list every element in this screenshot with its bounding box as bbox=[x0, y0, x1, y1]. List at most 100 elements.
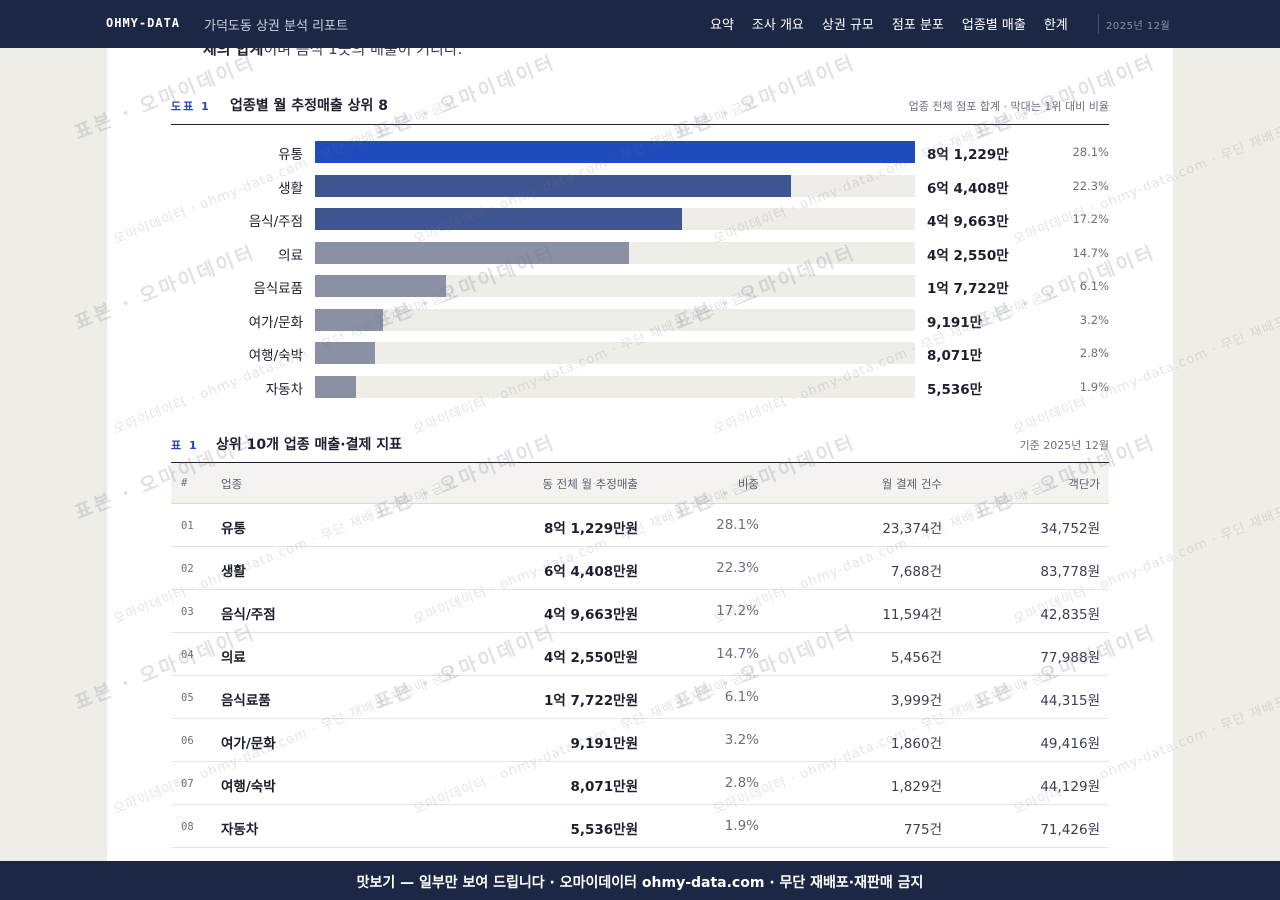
bar-category-label: 의료 bbox=[278, 247, 303, 264]
table-row: 04 의료 4억 2,550만원 14.7% 5,456건 77,988원 bbox=[171, 633, 1109, 676]
bar-share-label: 22.3% bbox=[1072, 178, 1109, 193]
rank-cell: 01 bbox=[181, 520, 194, 532]
rank-cell: 08 bbox=[181, 821, 194, 833]
table-row: 01 유통 8억 1,229만원 28.1% 23,374건 34,752원 bbox=[171, 504, 1109, 547]
bar-track bbox=[315, 241, 915, 264]
report-page: 체의 합계이며 음식 1곳의 매출이 커디다. 도표 1 업종별 월 추정매출 … bbox=[107, 48, 1173, 861]
nav-item-summary[interactable]: 요약 bbox=[710, 18, 734, 33]
col-header-rank: # bbox=[181, 477, 188, 489]
bar bbox=[315, 208, 682, 230]
bar-track bbox=[315, 174, 915, 197]
col-header-category: 업종 bbox=[221, 477, 243, 491]
bar-category-label: 유통 bbox=[278, 147, 303, 163]
nav-item-market-size[interactable]: 상권 규모 bbox=[821, 18, 874, 33]
bar bbox=[315, 375, 356, 398]
category-cell: 유통 bbox=[221, 521, 246, 537]
category-cell: 음식/주점 bbox=[221, 607, 276, 623]
bar-value-label: 1억 7,722만 bbox=[927, 281, 1009, 297]
bar-category-label: 생활 bbox=[278, 180, 303, 197]
rank-cell: 02 bbox=[181, 563, 194, 575]
table-row: 07 여행/숙박 8,071만원 2.8% 1,829건 44,129원 bbox=[171, 762, 1109, 805]
bar-value-label: 6억 4,408만 bbox=[927, 180, 1009, 197]
bar-category-label: 여행/숙박 bbox=[248, 348, 303, 364]
transactions-cell: 1,860건 bbox=[890, 736, 942, 752]
bar-category-label: 자동차 bbox=[265, 381, 303, 398]
bar-track bbox=[315, 342, 915, 364]
rank-cell: 04 bbox=[181, 649, 194, 661]
rank-cell: 07 bbox=[181, 778, 194, 790]
monthly-sales-cell: 9,191만원 bbox=[570, 736, 638, 752]
monthly-sales-cell: 1억 7,722만원 bbox=[543, 693, 638, 709]
avg-ticket-cell: 44,129원 bbox=[1040, 779, 1100, 795]
bar bbox=[315, 174, 791, 197]
banner-text: 맛보기 — 일부만 보여 드립니다 · 오마이데이터 ohmy-data.com… bbox=[356, 875, 924, 891]
report-title: 가덕도동 상권 분석 리포트 bbox=[204, 19, 348, 34]
bar-value-label: 8,071만 bbox=[927, 348, 983, 364]
transactions-cell: 7,688건 bbox=[890, 564, 942, 580]
monthly-sales-cell: 4억 9,663만원 bbox=[543, 607, 638, 623]
share-cell: 2.8% bbox=[724, 775, 759, 791]
table-note: 기준 2025년 12월 bbox=[1019, 439, 1109, 452]
monthly-sales-cell: 8억 1,229만원 bbox=[543, 521, 638, 537]
share-cell: 6.1% bbox=[724, 689, 759, 705]
bar bbox=[315, 342, 375, 364]
brand-logo[interactable]: OHMY-DATA bbox=[106, 16, 181, 30]
share-cell: 17.2% bbox=[716, 603, 759, 619]
avg-ticket-cell: 44,315원 bbox=[1040, 693, 1100, 709]
avg-ticket-cell: 34,752원 bbox=[1040, 521, 1100, 537]
table-row: 02 생활 6억 4,408만원 22.3% 7,688건 83,778원 bbox=[171, 547, 1109, 590]
table-row: 08 자동차 5,536만원 1.9% 775건 71,426원 bbox=[171, 805, 1109, 848]
transactions-cell: 775건 bbox=[903, 822, 942, 838]
bar bbox=[315, 275, 446, 297]
top-nav-bar: OHMY-DATA 가덕도동 상권 분석 리포트 요약 조사 개요 상권 규모 … bbox=[0, 0, 1280, 48]
bar-row: 유통 8억 1,229만 28.1% bbox=[171, 140, 1109, 164]
monthly-sales-cell: 8,071만원 bbox=[570, 779, 638, 795]
bar-track bbox=[315, 141, 915, 163]
table-body: 01 유통 8억 1,229만원 28.1% 23,374건 34,752원 02 생활 6억 … bbox=[171, 504, 1109, 848]
bar-share-label: 2.8% bbox=[1079, 346, 1109, 360]
avg-ticket-cell: 77,988원 bbox=[1040, 650, 1100, 666]
share-cell: 22.3% bbox=[716, 560, 759, 576]
bar-row: 의료 4억 2,550만 14.7% bbox=[171, 241, 1109, 265]
intro-text: 이며 음식 1곳의 매출이 커디다. bbox=[263, 48, 463, 58]
share-cell: 3.2% bbox=[724, 732, 759, 748]
bar-row: 여가/문화 9,191만 3.2% bbox=[171, 308, 1109, 332]
report-date: 2025년 12월 bbox=[1106, 21, 1171, 32]
bar-row: 자동차 5,536만 1.9% bbox=[171, 375, 1109, 399]
intro-paragraph: 체의 합계이며 음식 1곳의 매출이 커디다. bbox=[203, 48, 462, 59]
share-cell: 1.9% bbox=[724, 818, 759, 834]
transactions-cell: 23,374건 bbox=[882, 521, 942, 537]
nav-item-limitations[interactable]: 한계 bbox=[1043, 18, 1068, 33]
bar bbox=[315, 141, 915, 163]
bar-row: 음식/주점 4억 9,663만 17.2% bbox=[171, 207, 1109, 231]
figure-title: 업종별 월 추정매출 상위 8 bbox=[230, 98, 389, 114]
nav-item-sales-by-category[interactable]: 업종별 매출 bbox=[961, 18, 1026, 33]
transactions-cell: 1,829건 bbox=[890, 779, 942, 795]
bar-row: 음식료품 1억 7,722만 6.1% bbox=[171, 274, 1109, 298]
bar-share-label: 28.1% bbox=[1072, 145, 1109, 159]
table-header: 표 1 상위 10개 업종 매출·결제 지표 기준 2025년 12월 bbox=[171, 433, 1109, 463]
nav-divider bbox=[1098, 14, 1099, 34]
category-cell: 자동차 bbox=[221, 822, 259, 838]
monthly-sales-cell: 5,536만원 bbox=[570, 822, 638, 838]
table-row: 05 음식료품 1억 7,722만원 6.1% 3,999건 44,315원 bbox=[171, 676, 1109, 719]
monthly-sales-cell: 4억 2,550만원 bbox=[543, 650, 638, 666]
col-header-share: 비중 bbox=[737, 477, 759, 491]
share-cell: 14.7% bbox=[716, 646, 759, 662]
nav-item-survey-overview[interactable]: 조사 개요 bbox=[751, 18, 804, 33]
bar bbox=[315, 241, 629, 264]
nav-item-store-distribution[interactable]: 점포 분포 bbox=[891, 18, 944, 33]
bar-share-label: 3.2% bbox=[1079, 312, 1109, 327]
bar-share-label: 1.9% bbox=[1079, 379, 1109, 394]
bar-share-label: 17.2% bbox=[1072, 212, 1109, 226]
table-head-row: # 업종 동 전체 월 추정매출 비중 월 결제 건수 객단가 bbox=[171, 463, 1109, 504]
figure-tag: 도표 1 bbox=[171, 100, 211, 113]
intro-emphasis: 체의 합계 bbox=[203, 48, 264, 58]
figure-note: 업종 전체 점포 합계 · 막대는 1위 대비 비율 bbox=[908, 100, 1109, 113]
table-row: 03 음식/주점 4억 9,663만원 17.2% 11,594건 42,835원 bbox=[171, 590, 1109, 633]
col-header-monthly-sales: 동 전체 월 추정매출 bbox=[542, 477, 638, 491]
bar-track bbox=[315, 275, 915, 297]
table-title: 상위 10개 업종 매출·결제 지표 bbox=[216, 437, 402, 453]
bar-category-label: 여가/문화 bbox=[248, 314, 303, 331]
category-cell: 음식료품 bbox=[221, 693, 271, 709]
